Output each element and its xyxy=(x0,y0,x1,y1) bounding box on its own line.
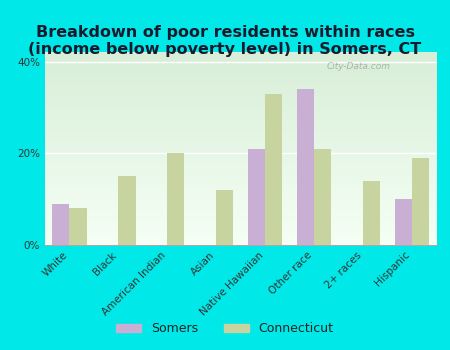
Bar xyxy=(395,199,412,245)
Bar xyxy=(167,153,184,245)
Text: City-Data.com: City-Data.com xyxy=(327,62,391,71)
Bar xyxy=(297,89,314,245)
Bar xyxy=(412,158,429,245)
Legend: Somers, Connecticut: Somers, Connecticut xyxy=(112,317,338,340)
Bar xyxy=(216,190,234,245)
Text: Breakdown of poor residents within races
(income below poverty level) in Somers,: Breakdown of poor residents within races… xyxy=(28,25,422,57)
Bar xyxy=(52,204,69,245)
Bar xyxy=(314,149,331,245)
Bar xyxy=(265,94,282,245)
Bar xyxy=(118,176,135,245)
Bar xyxy=(248,149,265,245)
Bar xyxy=(363,181,380,245)
Bar xyxy=(69,208,86,245)
